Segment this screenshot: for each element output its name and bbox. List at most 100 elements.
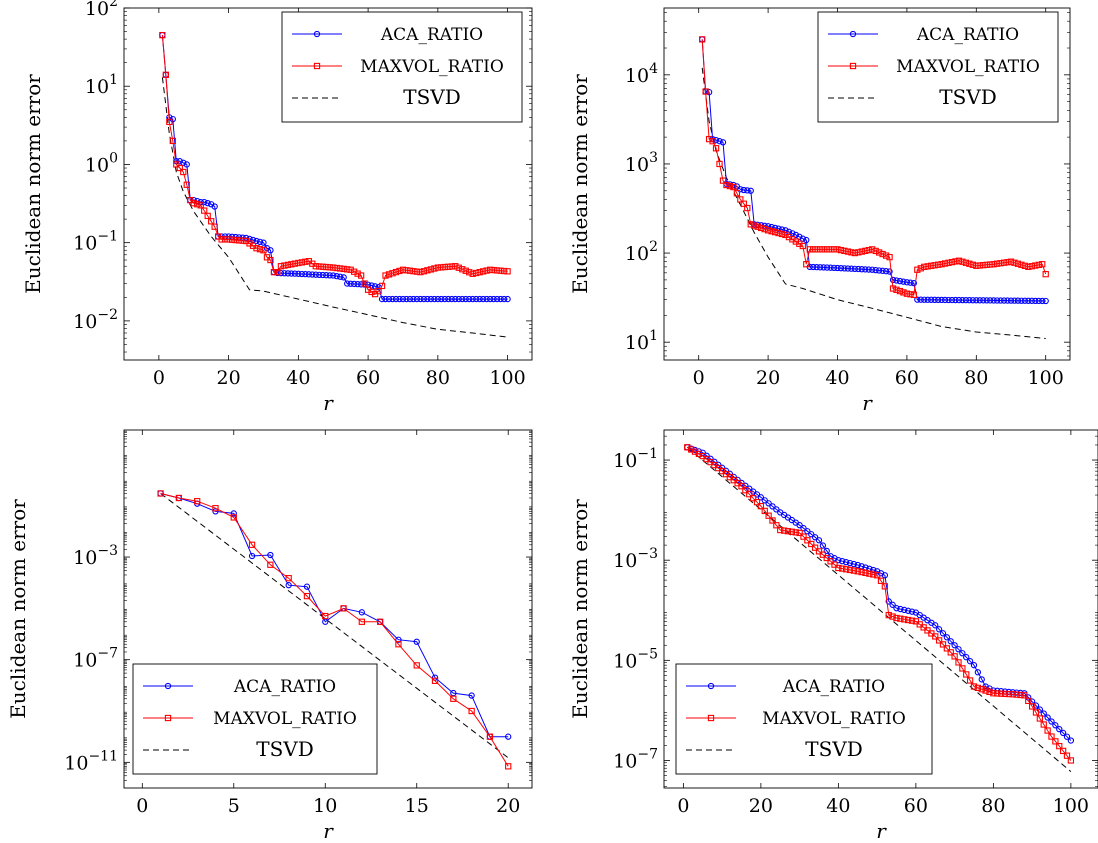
data-point xyxy=(993,260,1001,267)
data-point xyxy=(970,662,978,669)
data-point xyxy=(1025,263,1032,271)
data-point xyxy=(796,522,803,529)
data-point xyxy=(966,260,973,267)
data-point xyxy=(406,295,414,303)
y-tick-label: 101 xyxy=(625,328,658,354)
data-point xyxy=(955,296,963,304)
y-tick-label: 10−1 xyxy=(613,446,658,472)
data-point xyxy=(284,261,292,269)
data-point xyxy=(969,297,976,304)
chart-panel-2: 0 20 40 60 80 100 104 103 102 101 r Euclidean norm … xyxy=(568,7,1071,415)
data-point xyxy=(452,263,459,270)
data-point xyxy=(811,544,819,551)
data-point xyxy=(718,464,726,471)
data-point xyxy=(1039,261,1046,268)
data-point xyxy=(810,246,817,253)
legend: ACA_RATIO MAXVOL_RATIO TSVD xyxy=(675,663,933,775)
data-point xyxy=(831,561,838,568)
y-axis-label: Euclidean norm error xyxy=(568,499,592,719)
data-point xyxy=(904,607,912,614)
plot-frame xyxy=(663,429,1098,789)
data-point xyxy=(448,263,455,270)
data-point xyxy=(740,186,747,194)
y-tick-label: 104 xyxy=(625,61,658,87)
data-point xyxy=(403,295,410,303)
data-point xyxy=(823,264,831,271)
data-point xyxy=(990,690,997,697)
data-point xyxy=(504,295,511,303)
data-point xyxy=(711,458,718,465)
data-point xyxy=(1040,710,1047,717)
data-point xyxy=(928,296,935,303)
data-point xyxy=(917,296,924,303)
data-point xyxy=(978,676,985,683)
data-point xyxy=(340,605,347,612)
x-axis-label: r xyxy=(323,819,334,843)
data-point xyxy=(768,228,775,235)
data-point xyxy=(997,260,1004,267)
y-tick-label: 10−3 xyxy=(73,543,118,569)
data-point xyxy=(844,248,852,255)
data-point xyxy=(962,259,970,266)
data-point xyxy=(815,548,823,555)
data-point xyxy=(267,561,274,568)
data-point xyxy=(249,236,257,244)
data-point xyxy=(808,540,815,548)
data-point xyxy=(747,187,754,194)
data-point xyxy=(445,295,452,303)
series-line xyxy=(701,67,1046,339)
data-point xyxy=(1032,702,1040,709)
data-point xyxy=(934,296,942,304)
data-point xyxy=(842,558,850,566)
series-tsvd xyxy=(701,67,1046,339)
data-point xyxy=(782,227,789,234)
data-point xyxy=(1021,297,1029,304)
data-point xyxy=(476,269,483,276)
x-tick-label: 80 xyxy=(426,367,450,389)
data-point xyxy=(291,260,299,267)
data-point xyxy=(288,261,295,268)
data-point xyxy=(413,295,421,303)
data-point xyxy=(769,503,776,510)
data-point xyxy=(330,264,337,271)
data-point xyxy=(976,297,983,304)
data-point xyxy=(483,267,490,274)
data-point xyxy=(893,605,900,612)
data-point xyxy=(1032,709,1040,716)
legend-label: TSVD xyxy=(256,737,314,761)
data-point xyxy=(889,601,896,608)
series-maxvol-ratio xyxy=(699,36,1049,298)
data-point xyxy=(285,575,292,582)
x-tick-label: 60 xyxy=(895,367,919,389)
data-point xyxy=(431,295,438,303)
data-point xyxy=(917,265,924,272)
data-point xyxy=(486,733,494,740)
data-point xyxy=(897,605,904,613)
x-tick-label: 100 xyxy=(489,367,525,389)
x-tick-label: 10 xyxy=(313,795,337,817)
data-point xyxy=(804,537,811,544)
data-point xyxy=(462,295,469,303)
data-point xyxy=(742,487,749,494)
data-point xyxy=(803,236,810,244)
x-tick-label: 20 xyxy=(496,795,520,817)
data-point xyxy=(211,203,218,210)
data-point xyxy=(823,246,831,253)
data-point xyxy=(323,272,330,279)
data-point xyxy=(413,638,420,645)
y-tick-label: 103 xyxy=(625,150,658,176)
legend-label: ACA_RATIO xyxy=(233,677,336,697)
data-point xyxy=(699,449,706,456)
data-point xyxy=(903,279,911,286)
data-point xyxy=(893,286,900,293)
data-point xyxy=(749,495,757,502)
data-point xyxy=(712,136,720,144)
legend-label: MAXVOL_RATIO xyxy=(896,57,1040,77)
data-point xyxy=(396,295,403,303)
data-point xyxy=(157,490,164,497)
data-point xyxy=(256,246,264,253)
data-point xyxy=(455,295,462,303)
data-point xyxy=(445,263,452,270)
y-tick-label: 102 xyxy=(85,0,118,20)
